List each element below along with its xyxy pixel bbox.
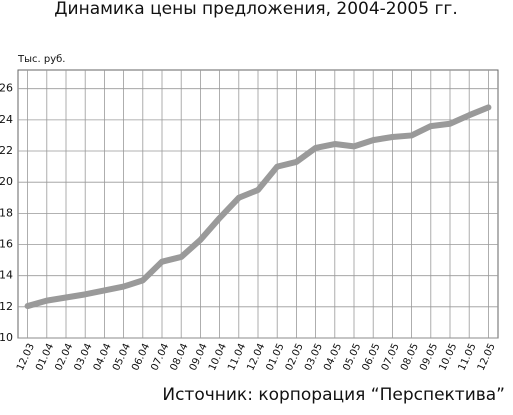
y-tick-label: 20 <box>0 175 13 188</box>
y-tick-label: 14 <box>0 269 13 282</box>
chart-title: Динамика цены предложения, 2004-2005 гг. <box>54 0 457 19</box>
y-tick-label: 26 <box>0 82 13 95</box>
y-tick-label: 12 <box>0 300 13 313</box>
y-tick-label: 22 <box>0 144 13 157</box>
x-tick-label: 12.05 <box>476 342 498 373</box>
y-tick-label: 18 <box>0 206 13 219</box>
y-axis-label: Тыс. руб. <box>17 54 65 65</box>
line <box>24 104 492 310</box>
source: Источник: корпорация “Перспектива” <box>162 385 505 405</box>
y-tick-label: 24 <box>0 113 13 126</box>
y-tick-label: 16 <box>0 238 13 251</box>
y-tick-label: 10 <box>0 331 13 344</box>
